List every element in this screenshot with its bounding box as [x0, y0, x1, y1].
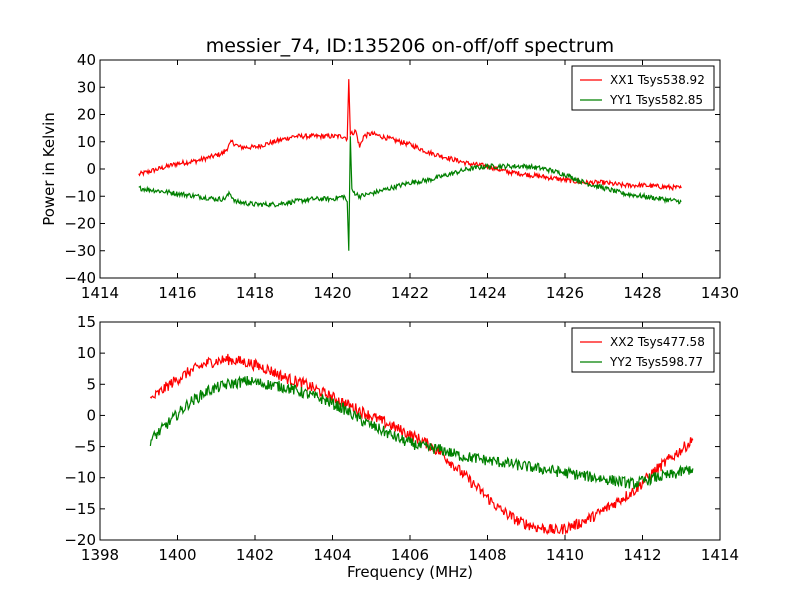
legend-label: XX2 Tsys477.58 [610, 335, 705, 349]
y-tick-label: −10 [64, 469, 96, 487]
y-tick-label: 0 [86, 160, 96, 178]
x-tick-label: 1428 [623, 284, 661, 302]
x-tick-label: 1430 [701, 284, 739, 302]
x-tick-label: 1412 [623, 546, 661, 564]
legend-box [571, 327, 715, 373]
y-tick-label: −20 [64, 531, 96, 549]
series-line-2 [149, 375, 694, 490]
x-tick-label: 1400 [158, 546, 196, 564]
legend: XX1 Tsys538.92 YY1 Tsys582.85 [571, 65, 715, 111]
legend-label: YY1 Tsys582.85 [609, 93, 703, 107]
y-tick-label: 10 [77, 133, 96, 151]
x-tick-label: 1408 [468, 546, 506, 564]
legend-label: XX1 Tsys538.92 [610, 73, 705, 87]
chart-title: messier_74, ID:135206 on-off/off spectru… [206, 35, 614, 57]
y-tick-label: −5 [74, 438, 96, 456]
y-tick-label: −40 [64, 269, 96, 287]
y-tick-label: 20 [77, 106, 96, 124]
y-tick-label: 30 [77, 78, 96, 96]
x-tick-label: 1414 [81, 284, 119, 302]
x-tick-label: 1420 [313, 284, 351, 302]
y-tick-label: −10 [64, 187, 96, 205]
y-tick-label: 40 [77, 51, 96, 69]
x-tick-label: 1410 [546, 546, 584, 564]
x-tick-label: 1416 [158, 284, 196, 302]
legend: XX2 Tsys477.58 YY2 Tsys598.77 [571, 327, 715, 373]
y-axis-title: Power in Kelvin [40, 112, 58, 226]
chart-panel-2: 1398 1400 1402 1404 1406 1408 1410 1412 1414 −20 −… [64, 313, 739, 581]
x-tick-label: 1424 [468, 284, 506, 302]
x-tick-label: 1406 [391, 546, 429, 564]
y-tick-label: 5 [86, 375, 96, 393]
x-tick-label: 1404 [313, 546, 351, 564]
y-tick-label: −15 [64, 500, 96, 518]
x-tick-label: 1426 [546, 284, 584, 302]
x-tick-label: 1418 [236, 284, 274, 302]
y-tick-label: 0 [86, 406, 96, 424]
legend-label: YY2 Tsys598.77 [609, 355, 703, 369]
y-tick-label: −30 [64, 242, 96, 260]
y-tick-label: −20 [64, 215, 96, 233]
x-tick-label: 1422 [391, 284, 429, 302]
y-tick-label: 10 [77, 344, 96, 362]
series-line-2 [138, 136, 682, 251]
x-tick-label: 1414 [701, 546, 739, 564]
chart-panel-1: 1414 1416 1418 1420 1422 1424 1426 1428 1430 −40 −… [40, 35, 739, 302]
x-tick-label: 1398 [81, 546, 119, 564]
series-line-1 [138, 79, 682, 192]
y-tick-label: 15 [77, 313, 96, 331]
legend-box [571, 65, 715, 111]
x-axis-title: Frequency (MHz) [347, 563, 473, 581]
x-tick-label: 1402 [236, 546, 274, 564]
